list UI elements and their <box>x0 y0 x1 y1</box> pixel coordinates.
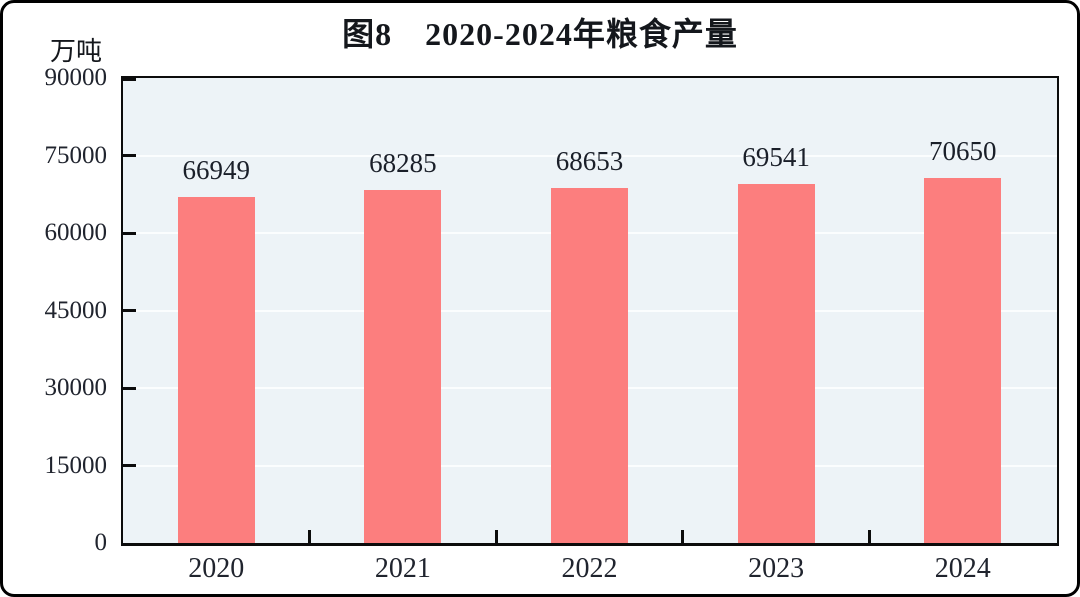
y-axis-tick <box>123 231 136 235</box>
y-axis-tick-label: 60000 <box>44 219 108 246</box>
x-axis-category-label: 2023 <box>748 553 805 584</box>
bar-value-label: 68653 <box>555 146 624 177</box>
bar <box>551 188 628 543</box>
y-axis-tick <box>123 154 136 157</box>
y-axis-tick-label: 30000 <box>44 374 108 401</box>
y-axis-tick-label: 45000 <box>44 296 108 324</box>
y-axis-tick-label: 0 <box>94 529 108 556</box>
bar <box>364 190 442 543</box>
y-axis-tick <box>123 309 136 312</box>
bar-value-label: 66949 <box>182 155 251 186</box>
x-axis-category-label: 2024 <box>934 553 991 584</box>
chart-title: 图8 2020-2024年粮食产量 <box>342 16 738 52</box>
y-axis-tick <box>123 78 136 81</box>
y-axis-tick-label: 90000 <box>44 64 108 91</box>
y-axis-tick <box>123 464 136 467</box>
y-axis-tick-label: 15000 <box>44 451 108 479</box>
plot-area <box>121 76 1059 546</box>
bar-value-label: 70650 <box>928 135 997 166</box>
x-axis-tick <box>308 530 312 543</box>
bar <box>924 177 1002 543</box>
y-axis-unit-label: 万吨 <box>49 37 102 66</box>
y-axis-tick <box>123 386 136 390</box>
x-axis-tick <box>867 530 871 543</box>
x-axis-category-label: 2020 <box>188 553 245 584</box>
bar <box>177 197 255 543</box>
y-axis-tick-label: 75000 <box>44 141 108 169</box>
bar <box>737 183 815 543</box>
x-axis-category-label: 2021 <box>374 553 431 584</box>
bar-value-label: 68285 <box>369 148 437 179</box>
x-axis-tick <box>681 530 685 543</box>
x-axis-tick <box>494 530 498 543</box>
bar-value-label: 69541 <box>742 141 810 172</box>
gridline <box>123 154 1057 157</box>
x-axis-category-label: 2022 <box>561 553 618 584</box>
